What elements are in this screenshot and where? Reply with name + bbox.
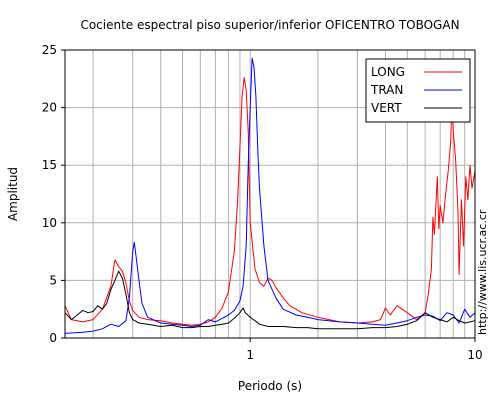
y-tick-label: 10 xyxy=(42,216,57,230)
y-tick-label: 5 xyxy=(49,273,57,287)
legend-label-long: LONG xyxy=(371,65,405,79)
legend-label-vert: VERT xyxy=(371,101,402,115)
y-tick-label: 20 xyxy=(42,101,57,115)
y-tick-label: 25 xyxy=(42,43,57,57)
credit-url: http://www.lis.ucr.ac.cr xyxy=(476,209,489,335)
series-group xyxy=(64,57,476,334)
y-axis-label: Amplitud xyxy=(6,167,20,221)
x-axis-label: Periodo (s) xyxy=(238,379,302,393)
x-axis-ticks: 1 10 xyxy=(246,338,483,362)
legend-label-tran: TRAN xyxy=(370,83,403,97)
x-tick-label: 10 xyxy=(467,348,482,362)
chart-title: Cociente espectral piso superior/inferio… xyxy=(80,18,459,32)
y-tick-label: 0 xyxy=(49,331,57,345)
y-axis-ticks: 0 5 10 15 20 25 xyxy=(42,43,65,345)
series-line-long xyxy=(64,77,476,326)
x-tick-label: 1 xyxy=(246,348,254,362)
series-line-vert xyxy=(64,270,476,330)
legend: LONG TRAN VERT xyxy=(365,58,471,123)
series-line-tran xyxy=(64,57,476,334)
plot-frame xyxy=(64,49,476,339)
y-tick-label: 15 xyxy=(42,158,57,172)
